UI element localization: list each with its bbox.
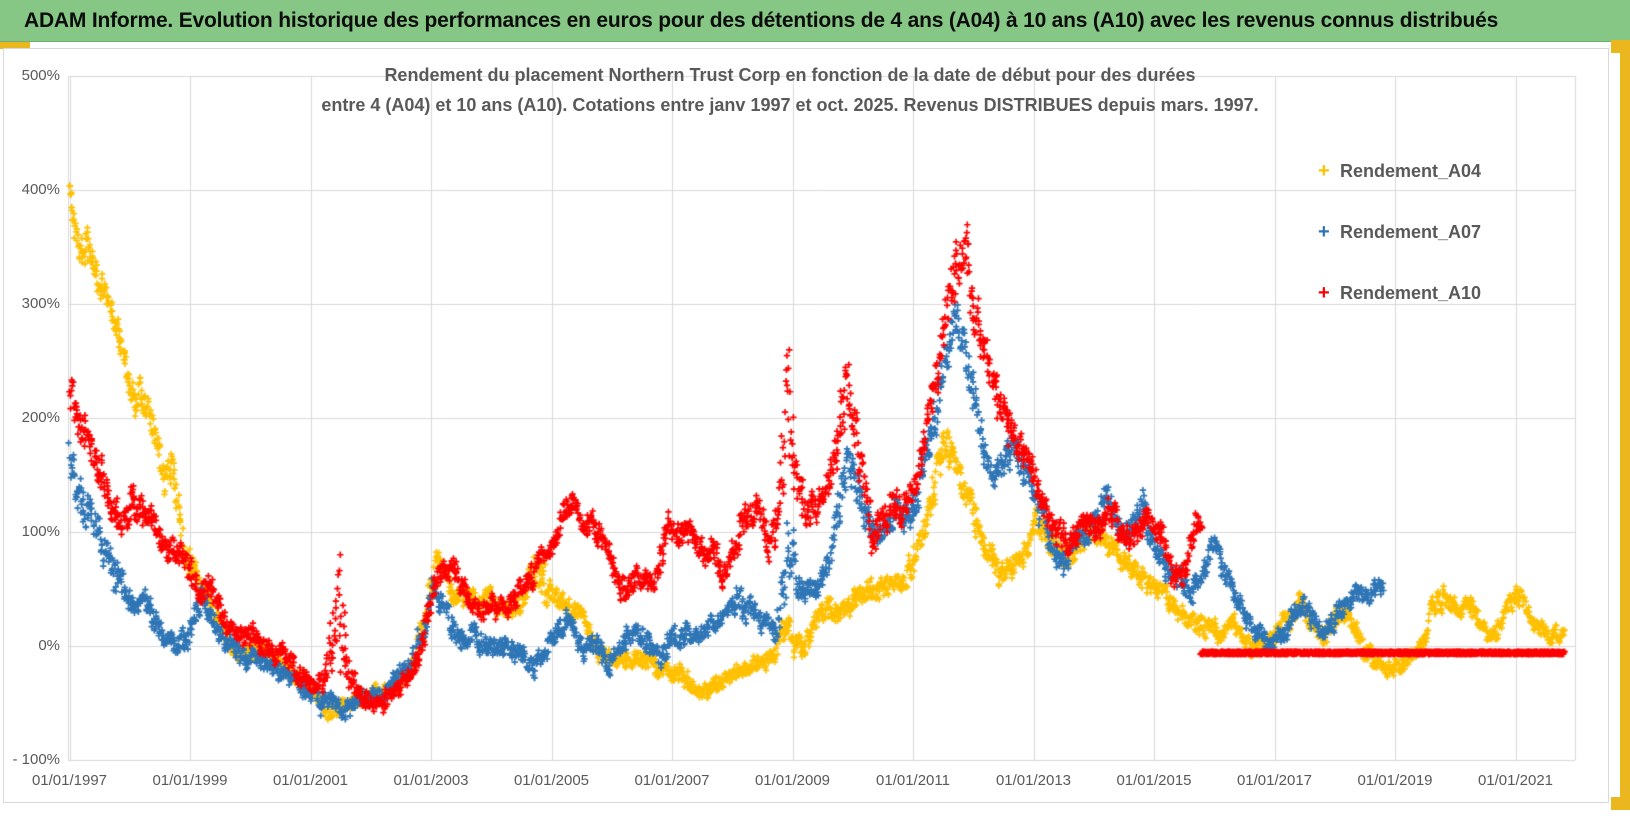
y-tick-label: 0%: [38, 637, 60, 654]
x-tick-label: 01/01/2009: [754, 772, 831, 789]
x-tick-label: 01/01/2005: [513, 772, 590, 789]
chart-title-line1: Rendement du placement Northern Trust Co…: [384, 65, 1196, 85]
x-tick-label: 01/01/2021: [1477, 772, 1554, 789]
plus-marker-icon: +: [1318, 281, 1330, 304]
y-tick-label: 200%: [21, 409, 60, 426]
x-tick-label: 01/01/2013: [995, 772, 1072, 789]
plus-marker-icon: +: [1318, 159, 1330, 182]
y-tick-label: - 100%: [12, 751, 60, 768]
legend-item-a07[interactable]: + Rendement_A07: [1318, 219, 1481, 245]
y-tick-label: 300%: [21, 295, 60, 312]
x-tick-label: 01/01/2003: [393, 772, 469, 789]
chart-title-line2: entre 4 (A04) et 10 ans (A10). Cotations…: [321, 95, 1259, 115]
plus-marker-icon: +: [1318, 220, 1330, 243]
x-tick-label: 01/01/1997: [31, 772, 108, 789]
x-tick-label: 01/01/2001: [272, 772, 349, 789]
x-tick-label: 01/01/2017: [1236, 772, 1313, 789]
x-tick-label: 01/01/1999: [152, 772, 228, 789]
legend-label: Rendement_A07: [1340, 221, 1482, 242]
chart-title: Rendement du placement Northern Trust Co…: [260, 60, 1320, 120]
legend-label: Rendement_A04: [1340, 160, 1482, 181]
y-tick-label: 500%: [21, 67, 60, 84]
x-tick-label: 01/01/2015: [1116, 772, 1192, 789]
y-tick-label: 400%: [21, 181, 60, 198]
x-tick-label: 01/01/2011: [876, 772, 950, 789]
legend-label: Rendement_A10: [1340, 282, 1482, 303]
x-tick-label: 01/01/2019: [1357, 772, 1433, 789]
x-tick-label: 01/01/2007: [634, 772, 710, 789]
legend-item-a10[interactable]: + Rendement_A10: [1318, 280, 1481, 306]
y-tick-label: 100%: [21, 523, 60, 540]
legend-item-a04[interactable]: + Rendement_A04: [1318, 158, 1481, 184]
